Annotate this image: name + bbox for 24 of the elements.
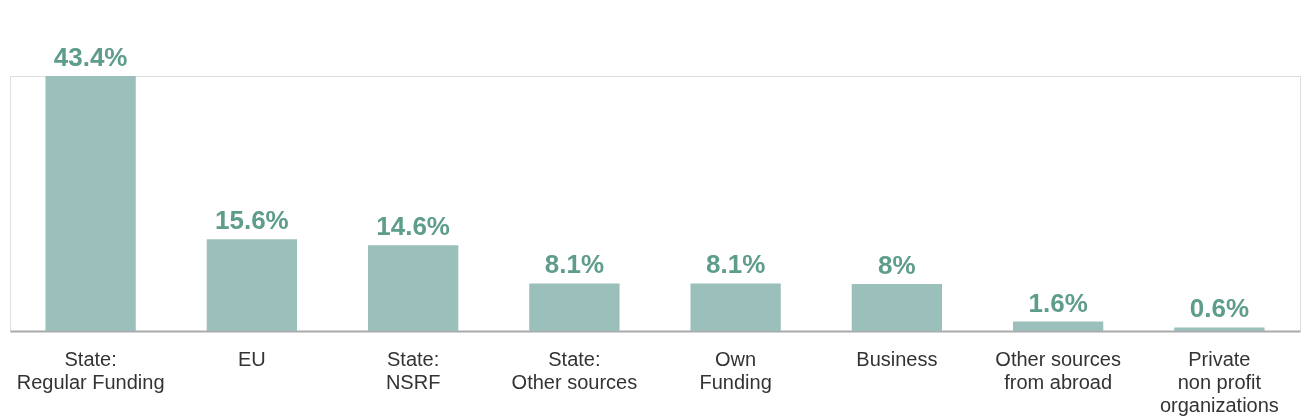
bar: [690, 283, 781, 331]
data-label: 15.6%: [215, 205, 289, 236]
bar: [1012, 321, 1104, 331]
x-tick-label: Other sources from abroad: [995, 347, 1121, 393]
x-tick-label: Private non profit organizations: [1159, 347, 1279, 416]
data-label: 8%: [878, 250, 916, 280]
bar: [367, 245, 459, 331]
x-tick-label: Business: [856, 347, 938, 370]
x-tick-label: EU: [237, 347, 266, 370]
x-tick-label: State: Other sources: [511, 347, 638, 393]
data-label: 0.6%: [1189, 293, 1250, 324]
data-label: 43.4%: [53, 42, 128, 72]
bar: [851, 284, 943, 331]
x-tick-label: State: NSRF: [385, 347, 441, 393]
bar: [206, 239, 298, 331]
data-label: 8.1%: [705, 249, 766, 280]
data-label: 8.1%: [544, 249, 605, 280]
bar: [529, 283, 620, 331]
data-label: 1.6%: [1028, 287, 1088, 318]
bar: [45, 76, 136, 331]
x-tick-label: Own Funding: [699, 347, 772, 393]
bar: [1174, 327, 1265, 331]
x-tick-label: State: Regular Funding: [16, 347, 165, 393]
data-label: 14.6%: [376, 211, 450, 242]
